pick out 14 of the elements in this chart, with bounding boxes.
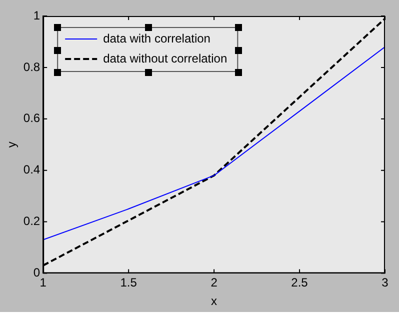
x-tick-label: 1.5 [120, 276, 138, 290]
y-tick-label: 0 [33, 266, 40, 280]
x-tick-label: 2 [210, 276, 218, 290]
x-tick-label: 2.5 [291, 276, 308, 290]
x-axis-title: x [211, 294, 218, 308]
y-tick-label: 0.4 [23, 162, 40, 177]
legend-label: data without correlation [103, 51, 228, 66]
y-tick-label: 0.6 [23, 111, 40, 126]
x-tick-label: 3 [382, 276, 389, 290]
y-tick-label: 0.2 [23, 214, 40, 228]
legend-label: data with correlation [103, 31, 210, 46]
y-axis-title: y [4, 142, 19, 148]
y-tick-label: 0.8 [23, 60, 40, 74]
y-tick-label: 1 [33, 8, 40, 22]
